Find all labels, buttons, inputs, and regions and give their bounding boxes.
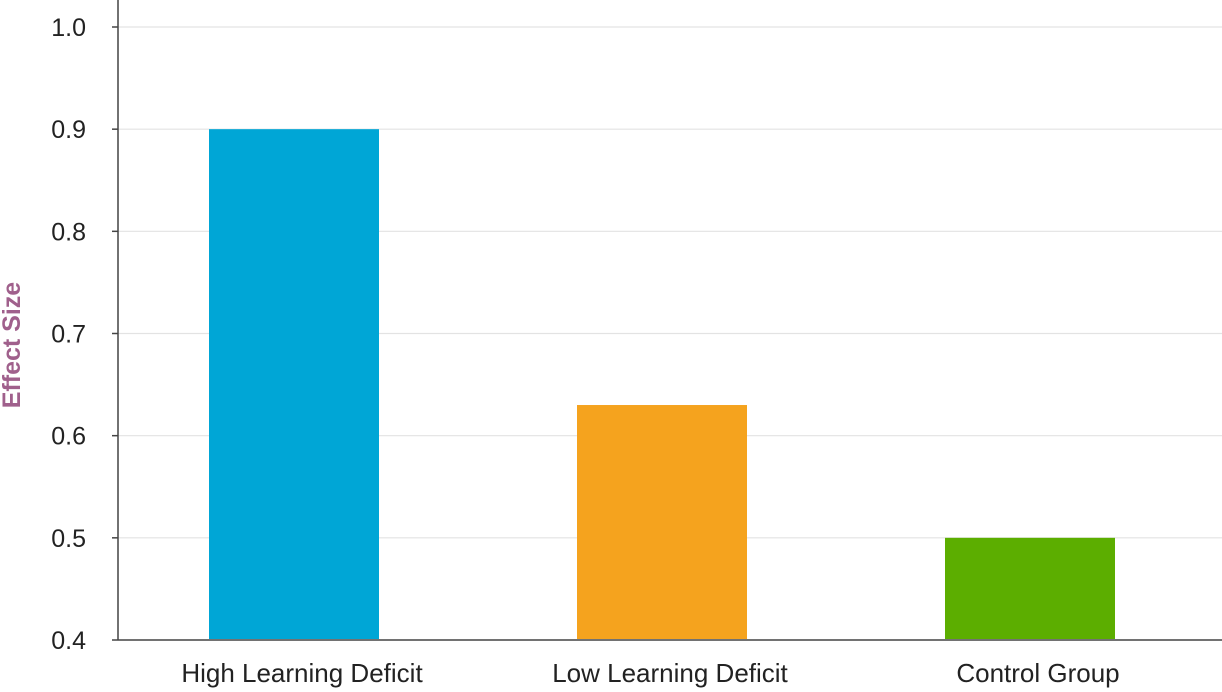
axes (117, 0, 1222, 641)
y-tick-label-5: 0.9 (51, 116, 86, 144)
y-tick-label-1: 0.5 (51, 525, 86, 553)
x-tick-label-1: Low Learning Deficit (552, 658, 788, 688)
y-tick-label-3: 0.7 (51, 321, 86, 349)
y-tick-label-6: 1.0 (51, 14, 86, 42)
x-tick-labels: High Learning Deficit Low Learning Defici… (181, 658, 1119, 688)
y-tick-labels: 0.4 0.5 0.6 0.7 0.8 0.9 1.0 (51, 14, 118, 655)
y-tick-label-0: 0.4 (51, 627, 86, 655)
x-tick-label-2: Control Group (956, 658, 1119, 688)
bar-low-learning-deficit (577, 405, 747, 639)
bar-high-learning-deficit (209, 129, 379, 639)
y-tick-label-4: 0.8 (51, 218, 86, 246)
y-axis-label: Effect Size (0, 282, 26, 409)
bars (209, 129, 1115, 639)
x-tick-label-0: High Learning Deficit (181, 658, 423, 688)
bar-control-group (945, 537, 1115, 639)
y-tick-label-2: 0.6 (51, 423, 86, 451)
